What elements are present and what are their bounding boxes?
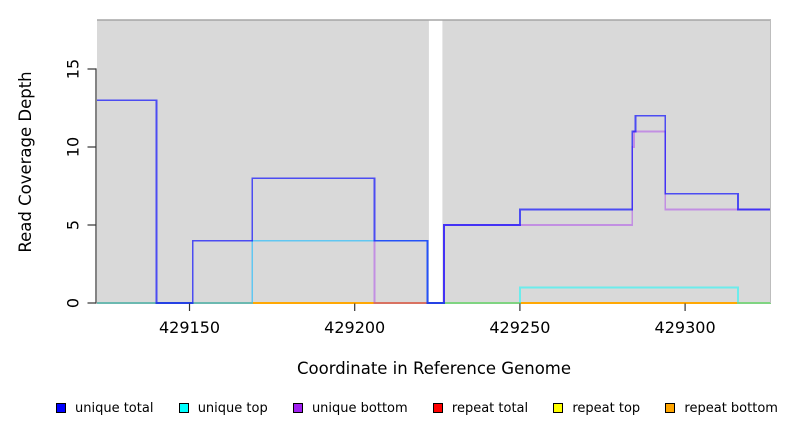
x-tick-label: 429200 bbox=[324, 318, 385, 337]
legend-swatch-unique-total bbox=[56, 403, 66, 413]
y-tick-label: 5 bbox=[64, 220, 83, 230]
legend-item-unique-total: unique total bbox=[56, 401, 153, 416]
legend-item-repeat-top: repeat top bbox=[553, 401, 640, 416]
coverage-plot: 0 5 10 15 429150 429200 429250 429300 Coordinat… bbox=[16, 19, 771, 378]
y-axis-title: Read Coverage Depth bbox=[16, 71, 35, 252]
series-lines bbox=[97, 99, 771, 304]
plot-background bbox=[97, 19, 771, 303]
legend: unique total unique top unique bottom re… bbox=[0, 397, 792, 419]
x-tick-label: 429300 bbox=[655, 318, 716, 337]
legend-label: repeat bottom bbox=[684, 400, 778, 416]
masked-region bbox=[428, 19, 443, 303]
legend-swatch-unique-top bbox=[178, 403, 189, 413]
legend-item-repeat-total: repeat total bbox=[432, 400, 529, 416]
legend-item-unique-bottom: unique bottom bbox=[292, 400, 408, 416]
legend-label: unique top bbox=[197, 400, 268, 416]
series-unique-top bbox=[97, 239, 771, 304]
plot-frame bbox=[97, 19, 771, 303]
legend-swatch-unique-bottom bbox=[292, 403, 303, 413]
legend-item-repeat-bottom: repeat bottom bbox=[665, 401, 778, 416]
x-tick-label: 429250 bbox=[489, 318, 550, 337]
y-tick-label: 0 bbox=[64, 298, 83, 308]
x-axis-title: Coordinate in Reference Genome bbox=[297, 359, 571, 378]
legend-label: unique total bbox=[75, 400, 154, 416]
y-tick-label: 10 bbox=[64, 137, 83, 157]
legend-label: repeat top bbox=[572, 400, 641, 416]
legend-swatch-repeat-top bbox=[553, 403, 564, 413]
legend-label: unique bottom bbox=[311, 400, 408, 416]
x-tick-label: 429150 bbox=[159, 318, 220, 337]
legend-swatch-repeat-bottom bbox=[665, 403, 676, 413]
legend-item-unique-top: unique top bbox=[178, 400, 268, 416]
y-tick-label: 15 bbox=[64, 59, 83, 79]
axes: 0 5 10 15 429150 429200 429250 429300 bbox=[64, 59, 716, 337]
legend-label: repeat total bbox=[451, 400, 529, 416]
series-unique-total bbox=[97, 99, 771, 304]
legend-swatch-repeat-total bbox=[432, 403, 443, 413]
